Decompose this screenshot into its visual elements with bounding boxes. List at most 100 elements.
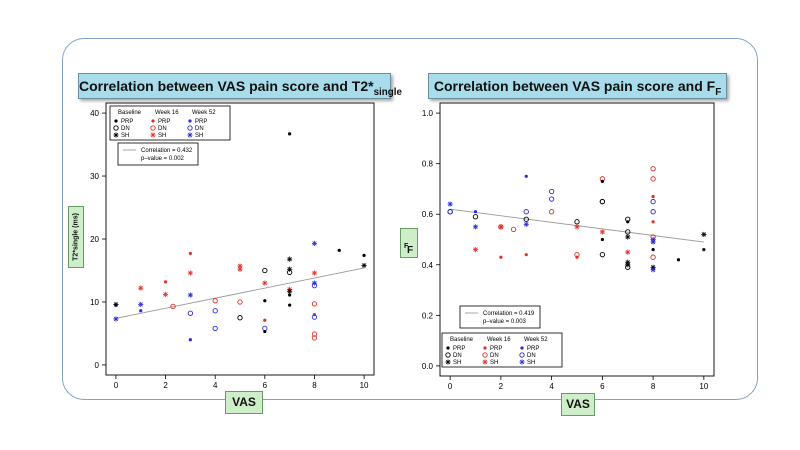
data-point-week16-prp-dot	[163, 280, 168, 284]
data-point-week16-dn-ring	[311, 331, 318, 337]
legend-marker-week16-dn-ring	[150, 125, 156, 131]
data-point-week52-sh-stroke	[473, 224, 478, 230]
data-point-baseline-dn	[625, 229, 631, 235]
y-tick-label: 20	[90, 235, 99, 244]
y-tick-label: 0.8	[422, 160, 434, 169]
data-point-week16-sh	[262, 280, 268, 286]
legend-marker-baseline-sh-stroke	[113, 132, 119, 138]
data-point-week16-prp	[524, 253, 528, 257]
data-point-week16-prp-dot	[575, 255, 579, 259]
data-point-baseline-prp	[337, 248, 341, 252]
right-chart-title: Correlation between VAS pain score and F…	[428, 73, 727, 99]
data-point-baseline-sh	[287, 288, 293, 294]
left-title-text: Correlation between VAS pain score and T…	[79, 78, 374, 94]
data-point-baseline-sh	[113, 301, 119, 308]
y-tick-label: 0	[95, 361, 100, 370]
legend-marker-week52-prp	[188, 119, 192, 123]
data-point-week16-dn-ring	[650, 176, 656, 182]
correlation-annotation: Correlation = 0.419 p–value = 0.003	[459, 305, 541, 329]
data-point-week52-sh-stroke	[447, 201, 453, 207]
data-point-week52-sh	[187, 292, 193, 298]
legend-group-label: Baseline	[450, 337, 474, 343]
data-point-baseline-prp-dot	[651, 248, 655, 252]
right-scatter-plot: 0 2 4 6 8 100.00.20.40.60.81.0BaselinePRPDNSH…	[422, 102, 715, 391]
data-point-baseline-prp	[288, 132, 292, 136]
data-point-baseline-prp-dot	[337, 248, 341, 252]
x-tick-label: 2	[499, 382, 504, 391]
y-tick-label: 10	[90, 298, 99, 307]
data-point-baseline-dn-ring	[599, 198, 606, 205]
legend-marker-baseline-sh	[445, 359, 451, 365]
data-point-week52-prp	[473, 210, 478, 214]
data-point-baseline-sh-stroke	[287, 289, 292, 294]
data-point-week52-dn	[311, 282, 318, 289]
right-y-label-sub: F	[404, 243, 409, 250]
data-point-baseline-prp-dot	[626, 220, 630, 224]
data-point-baseline-prp	[702, 248, 706, 252]
legend-entry-label: DN	[195, 126, 204, 132]
data-point-week52-sh	[523, 221, 529, 227]
data-point-week16-prp	[163, 280, 168, 284]
x-tick-label: 6	[263, 381, 268, 390]
data-point-week16-dn-ring	[510, 226, 517, 233]
legend-entry-label: PRP	[453, 346, 465, 352]
legend-marker-baseline-sh	[113, 132, 119, 138]
legend-marker-week16-prp-dot	[151, 119, 155, 123]
data-point-baseline-sh-stroke	[701, 232, 707, 237]
data-point-week52-dn	[523, 209, 529, 215]
data-point-baseline-prp	[676, 258, 681, 262]
data-point-week52-dn	[262, 325, 268, 332]
data-point-week16-prp	[188, 251, 192, 256]
legend-entry-label: DN	[121, 126, 130, 132]
data-point-week52-dn	[311, 314, 318, 320]
data-point-week52-sh	[113, 316, 119, 322]
data-point-week52-dn-ring	[262, 325, 268, 332]
legend-group-label: Baseline	[118, 110, 142, 116]
legend-marker-baseline-prp-dot	[114, 119, 118, 123]
data-point-baseline-dn-ring	[523, 216, 529, 222]
data-point-baseline-prp-dot	[362, 253, 366, 257]
x-tick-label: 2	[163, 381, 168, 390]
data-point-week52-dn-ring	[187, 310, 194, 316]
data-point-week52-sh	[472, 224, 479, 230]
y-tick-label: 0.2	[422, 311, 434, 320]
data-point-week52-sh	[138, 301, 144, 308]
legend-entry-label: PRP	[490, 346, 502, 352]
data-point-week16-prp	[499, 255, 503, 259]
data-point-baseline-sh-stroke	[287, 256, 292, 262]
data-point-week52-sh-stroke	[650, 239, 656, 245]
legend-marker-baseline-dn	[113, 125, 119, 131]
legend-marker-baseline-prp-dot	[446, 346, 450, 350]
y-tick-label: 40	[90, 109, 99, 118]
data-point-baseline-dn-ring	[262, 267, 268, 274]
data-point-baseline-dn	[523, 216, 529, 222]
data-point-baseline-prp	[288, 303, 292, 307]
data-point-week16-dn-ring	[212, 298, 218, 304]
data-point-week16-dn	[311, 331, 318, 337]
data-point-baseline-sh	[625, 234, 631, 240]
data-point-week16-prp-dot	[499, 255, 503, 259]
data-point-week52-sh-stroke	[524, 222, 529, 227]
left-y-axis-label-text: T2*single (ms)	[72, 213, 80, 261]
data-point-week16-dn-ring	[170, 303, 176, 310]
data-point-week52-dn	[447, 209, 453, 215]
data-point-week16-dn	[650, 166, 656, 172]
x-tick-label: 6	[600, 382, 605, 391]
data-point-baseline-dn-ring	[599, 252, 606, 258]
data-point-week52-dn-ring	[311, 282, 318, 289]
data-point-baseline-prp	[263, 299, 267, 303]
legend-entry-label: SH	[490, 360, 498, 366]
x-tick-label: 4	[213, 381, 218, 390]
legend-group-label: Week 52	[192, 110, 216, 116]
right-x-axis-label: VAS	[561, 393, 595, 416]
legend-marker-week16-dn-ring	[482, 352, 488, 358]
data-point-week52-sh	[650, 239, 656, 245]
y-tick-label: 1.0	[422, 109, 434, 118]
left-title-subscript: single	[373, 86, 402, 98]
data-point-baseline-prp	[600, 179, 604, 183]
data-point-week16-dn	[498, 224, 504, 230]
data-point-baseline-dn-ring	[574, 219, 580, 225]
